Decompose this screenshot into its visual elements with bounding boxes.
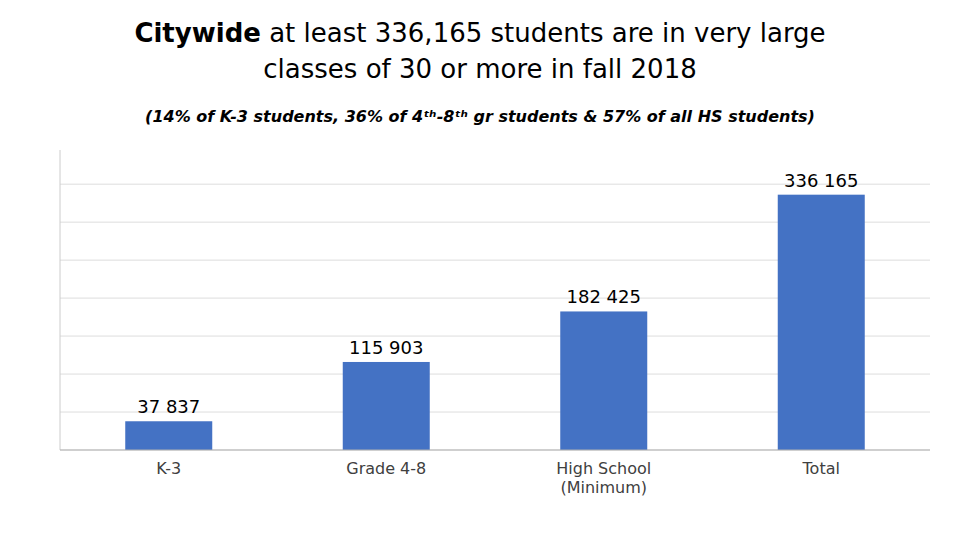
- data-label: 37 837: [137, 396, 200, 417]
- x-tick-label: Grade 4-8: [346, 459, 426, 478]
- title: Citywide at least 336,165 students are i…: [134, 18, 825, 84]
- subtitle: (14% of K-3 students, 36% of 4ᵗʰ-8ᵗʰ gr …: [145, 107, 815, 126]
- data-label: 182 425: [567, 286, 641, 307]
- chart-container: Citywide at least 336,165 students are i…: [0, 0, 960, 540]
- y-axis-line: [60, 150, 61, 450]
- chart-svg: Citywide at least 336,165 students are i…: [0, 0, 960, 540]
- bar: [560, 311, 647, 450]
- x-axis-line: [60, 450, 930, 451]
- grid-line: [60, 450, 930, 451]
- data-label: 115 903: [349, 337, 423, 358]
- data-label: 336 165: [784, 170, 858, 191]
- x-tick-label: K-3: [156, 459, 181, 478]
- bar: [125, 421, 212, 450]
- bar: [778, 195, 865, 450]
- x-tick-label: High School(Minimum): [556, 459, 651, 497]
- bars: [125, 195, 865, 450]
- bar: [343, 362, 430, 450]
- x-tick-label: Total: [802, 459, 840, 478]
